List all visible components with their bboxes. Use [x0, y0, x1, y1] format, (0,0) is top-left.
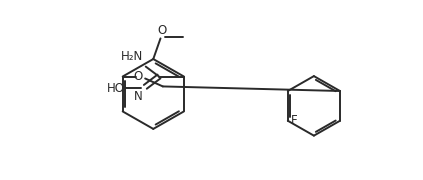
Text: O: O: [157, 24, 167, 37]
Text: O: O: [133, 70, 143, 83]
Text: HO: HO: [107, 82, 124, 95]
Text: F: F: [291, 114, 298, 127]
Text: H₂N: H₂N: [121, 50, 143, 63]
Text: N: N: [134, 90, 143, 103]
